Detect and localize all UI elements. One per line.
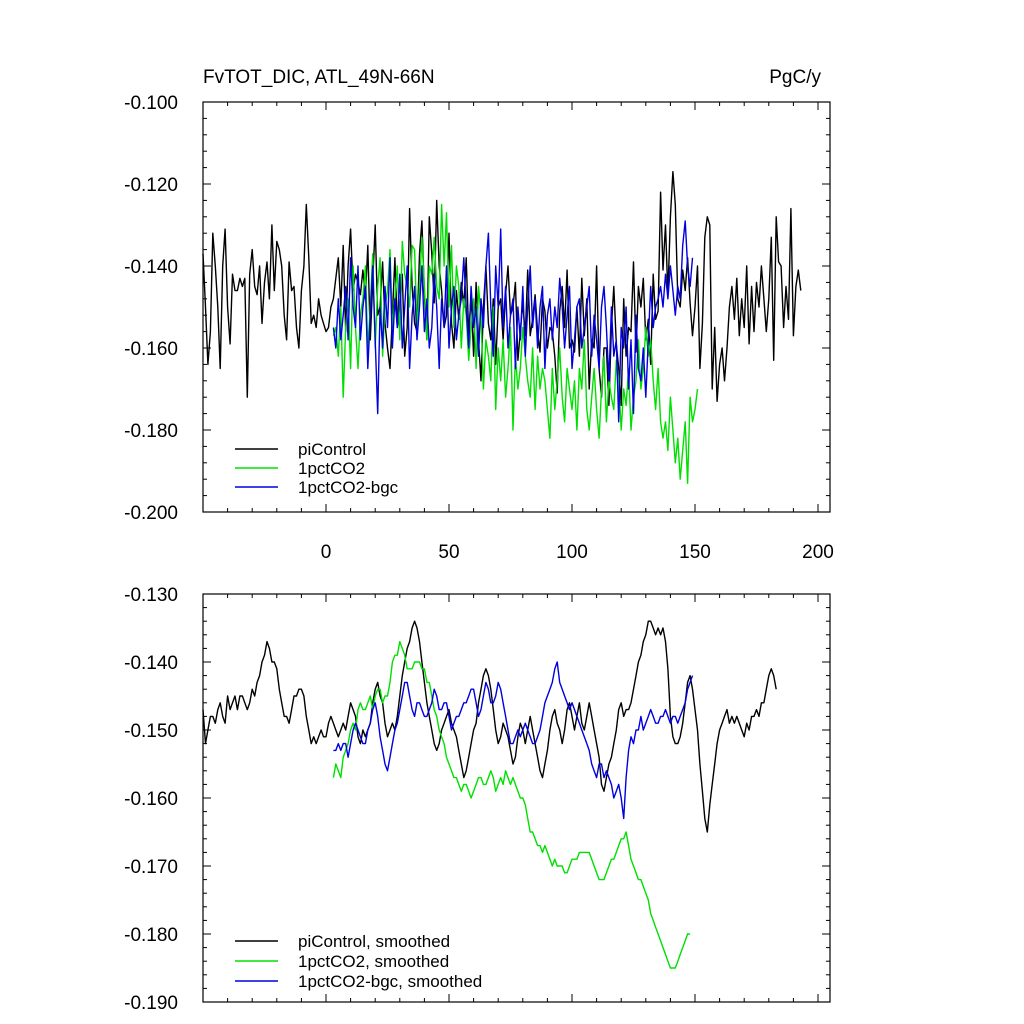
y-tick-label: -0.180 [124, 421, 178, 442]
series-line-1pctco2-bgc-smoothed [333, 661, 694, 820]
x-tick-label: 50 [438, 542, 459, 563]
series-line-1pctco2-smoothed [332, 640, 691, 969]
y-tick-label: -0.120 [124, 175, 178, 196]
y-tick-label: -0.150 [124, 721, 178, 742]
y-tick-label: -0.160 [124, 789, 178, 810]
series-line-picontrol [202, 170, 802, 407]
y-tick-label: -0.170 [124, 857, 178, 878]
x-tick-label: 200 [802, 542, 834, 563]
bottom-series-group [202, 620, 777, 969]
top-panel: FvTOT_DIC, ATL_49N-66N PgC/y -0.100 -0.12… [124, 67, 834, 563]
legend-label: 1pctCO2 [298, 459, 365, 478]
bottom-panel: -0.130 -0.140 -0.150 -0.160 -0.170 -0.180 -0.1… [124, 585, 831, 1014]
x-tick-label: 150 [679, 542, 711, 563]
bottom-ticks [202, 593, 830, 1003]
y-tick-label: -0.140 [124, 653, 178, 674]
series-line-picontrol-smoothed [202, 620, 777, 833]
top-plot-frame [202, 101, 831, 513]
legend-label: piControl, smoothed [298, 932, 450, 951]
legend-label: 1pctCO2-bgc, smoothed [298, 972, 482, 991]
x-tick-label: 100 [556, 542, 588, 563]
series-line-1pctco2 [332, 203, 699, 484]
legend-label: piControl [298, 440, 366, 459]
y-tick-label: -0.100 [124, 93, 178, 114]
bottom-y-tick-labels: -0.130 -0.140 -0.150 -0.160 -0.170 -0.180 -0.1… [124, 585, 178, 1014]
series-line-1pctco2-bgc [332, 220, 694, 423]
y-tick-label: -0.140 [124, 257, 178, 278]
legend-label: 1pctCO2, smoothed [298, 952, 449, 971]
y-tick-label: -0.160 [124, 339, 178, 360]
x-tick-label: 0 [321, 542, 332, 563]
y-tick-label: -0.190 [124, 993, 178, 1014]
top-y-tick-labels: -0.100 -0.120 -0.140 -0.160 -0.180 -0.200 [124, 93, 178, 524]
top-ticks [202, 101, 830, 513]
top-x-tick-labels: 0 50 100 150 200 [321, 542, 834, 563]
y-tick-label: -0.130 [124, 585, 178, 606]
legend-label: 1pctCO2-bgc [298, 478, 399, 497]
chart-title: FvTOT_DIC, ATL_49N-66N [203, 67, 435, 88]
y-tick-label: -0.180 [124, 925, 178, 946]
y-tick-label: -0.200 [124, 503, 178, 524]
units-label: PgC/y [769, 67, 821, 88]
top-series-group [202, 170, 802, 484]
